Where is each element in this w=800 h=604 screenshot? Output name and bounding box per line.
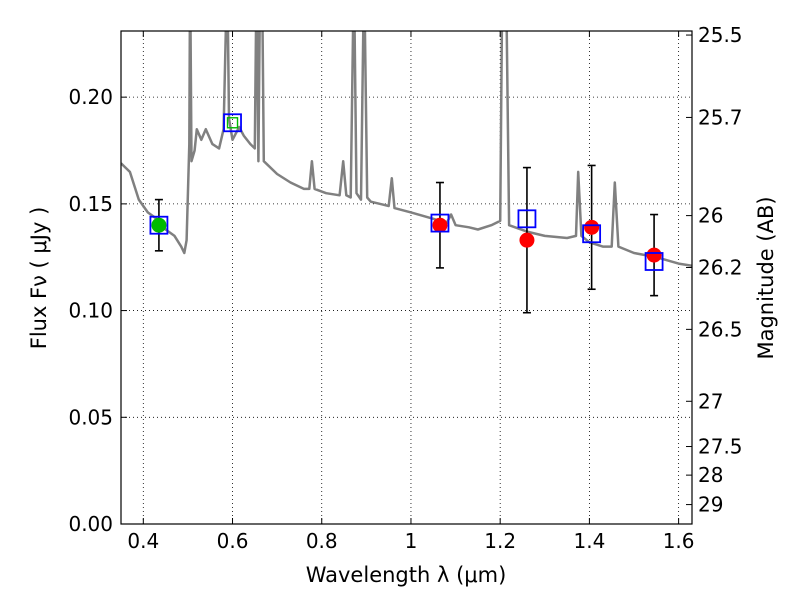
mag-tick-label: 27 (698, 389, 723, 413)
ticks: 0.4 0.6 0.8 1 1.2 1.4 1.6 0.00 0.05 0.10 0.15 0.20 2… (68, 23, 742, 553)
y-axis-label: Flux Fν ( μJy ) (27, 207, 51, 350)
y-tick-label: 0.15 (68, 192, 113, 216)
data-point (584, 219, 600, 235)
mag-tick-label: 26 (698, 204, 723, 228)
data-point (151, 217, 167, 233)
model-spectrum-line (121, 31, 692, 268)
x-tick-label: 0.4 (127, 529, 159, 553)
y-tick-label: 0.05 (68, 405, 113, 429)
model-point (582, 224, 602, 244)
x-tick-label: 0.8 (306, 529, 338, 553)
mag-tick-label: 29 (698, 493, 723, 517)
model-point (517, 209, 537, 229)
model-point (223, 113, 242, 133)
upper-limit-point (226, 117, 239, 129)
model-point (149, 215, 169, 235)
series-layer (121, 31, 692, 314)
grid (121, 31, 692, 525)
model-point (644, 252, 664, 271)
y-tick-label: 0.20 (68, 85, 113, 109)
data-point (646, 247, 662, 263)
y-tick-label: 0.10 (68, 299, 113, 323)
model-point (430, 213, 450, 233)
x-tick-label: 1.2 (484, 529, 516, 553)
x-tick-label: 1.6 (663, 529, 695, 553)
x-axis-label: Wavelength λ (μm) (306, 563, 507, 587)
mag-tick-label: 26.2 (698, 255, 743, 279)
x-tick-label: 0.6 (217, 529, 249, 553)
mag-tick-label: 27.5 (698, 435, 743, 459)
data-point (432, 217, 448, 233)
mag-tick-label: 26.5 (698, 317, 743, 341)
y-tick-label: 0.00 (68, 512, 113, 536)
x-tick-label: 1.4 (573, 529, 605, 553)
plot-frame (120, 30, 693, 525)
mag-tick-label: 25.5 (698, 23, 743, 47)
data-point (519, 232, 535, 248)
y-axis-label-right: Magnitude (AB) (754, 196, 778, 359)
mag-tick-label: 28 (698, 463, 723, 487)
x-tick-label: 1 (405, 529, 418, 553)
mag-tick-label: 25.7 (698, 105, 743, 129)
